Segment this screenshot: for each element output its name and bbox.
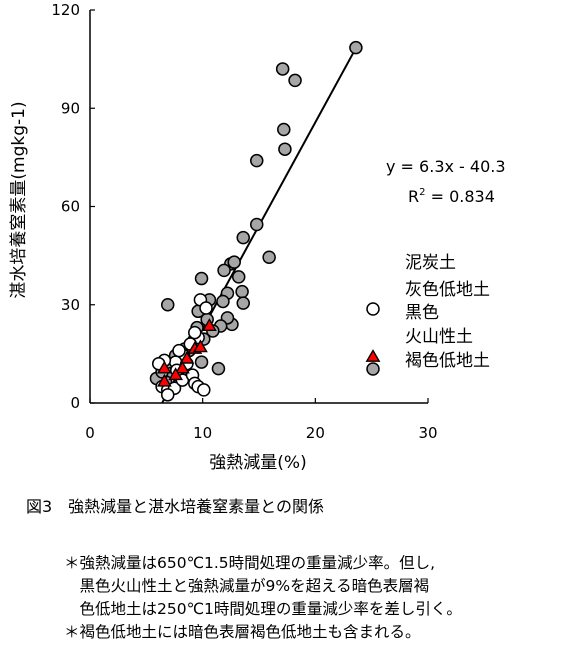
data-point-series-1	[249, 217, 264, 232]
r2-value: = 0.834	[426, 187, 495, 206]
data-point-series-3	[179, 350, 195, 364]
data-point-series-1	[275, 62, 290, 76]
regression-r2: R2 = 0.834	[408, 187, 495, 206]
data-point-series-2	[188, 325, 202, 340]
y-tick-label: 30	[61, 296, 80, 314]
regression-equation: y = 6.3x - 40.3	[386, 157, 506, 176]
x-tick-label: 30	[418, 424, 437, 442]
data-point-series-1	[194, 355, 209, 369]
legend-label: 火山性土	[405, 327, 473, 347]
data-point-series-1	[236, 296, 250, 310]
data-points	[149, 40, 363, 402]
y-tick-label: 60	[61, 198, 80, 216]
x-axis-title: 強熱減量(%)	[209, 453, 306, 473]
legend-label: 泥炭土	[405, 253, 456, 273]
data-point-series-1	[217, 263, 231, 278]
note-line: ＊強熱減量は650℃1.5時間処理の重量減少率。但し,	[64, 554, 436, 572]
y-tick-label: 90	[61, 99, 80, 117]
data-point-series-3	[156, 360, 172, 374]
note-line: 黒色火山性土と強熱減量が9%を超える暗色表層褐	[64, 577, 430, 595]
x-tick-label: 10	[193, 424, 212, 442]
legend-label: 灰色低地土	[405, 280, 490, 300]
data-point-series-1	[349, 40, 363, 55]
data-point-series-3	[192, 339, 208, 353]
note-line: ＊褐色低地土には暗色表層褐色低地土も含まれる。	[64, 623, 421, 641]
data-point-series-1	[277, 122, 291, 137]
legend-marker-2	[366, 302, 380, 316]
legend-label: 黒色	[405, 303, 439, 323]
legend-marker-1	[366, 362, 380, 376]
data-point-series-3	[156, 373, 172, 387]
data-point-series-1	[216, 294, 230, 309]
data-point-series-1	[227, 255, 241, 269]
data-point-series-2	[160, 388, 175, 402]
r2-superscript: 2	[419, 187, 425, 198]
figure-caption: 図3 強熱減量と湛水培養窒素量との関係	[26, 497, 325, 516]
data-point-series-1	[288, 73, 302, 88]
figure-notes: ＊強熱減量は650℃1.5時間処理の重量減少率。但し, 黒色火山性土と強熱減量が…	[64, 552, 462, 644]
y-axis-title: 湛水培養窒素量(mgkg-1)	[9, 101, 29, 298]
axis-tick-labels: 0 30 60 90 120 0 10 20 30	[51, 1, 437, 442]
data-point-series-3	[202, 318, 217, 331]
data-point-series-1	[262, 250, 276, 265]
data-point-series-1	[231, 270, 246, 284]
data-point-series-2	[197, 383, 211, 397]
data-point-series-1	[278, 142, 292, 156]
legend-marker-3	[365, 349, 381, 362]
data-point-series-1	[211, 361, 226, 376]
data-point-series-2	[172, 343, 186, 358]
data-point-series-2	[199, 301, 213, 315]
data-point-series-3	[168, 367, 184, 381]
data-point-series-3	[174, 360, 190, 374]
data-point-series-1	[235, 284, 249, 299]
data-point-series-1	[160, 298, 175, 312]
r2-prefix: R	[408, 187, 419, 206]
note-line: 色低地土は250℃1時間処理の重量減少率を差し引く。	[64, 600, 462, 618]
data-point-series-1	[236, 230, 250, 245]
axis-ticks	[89, 9, 429, 404]
legend-label: 褐色低地土	[405, 351, 490, 371]
data-point-series-1	[194, 271, 209, 286]
y-tick-label: 0	[70, 394, 80, 412]
data-point-series-1	[249, 153, 264, 168]
y-tick-label: 120	[51, 1, 80, 19]
x-tick-label: 20	[306, 424, 325, 442]
x-tick-label: 0	[85, 424, 95, 442]
